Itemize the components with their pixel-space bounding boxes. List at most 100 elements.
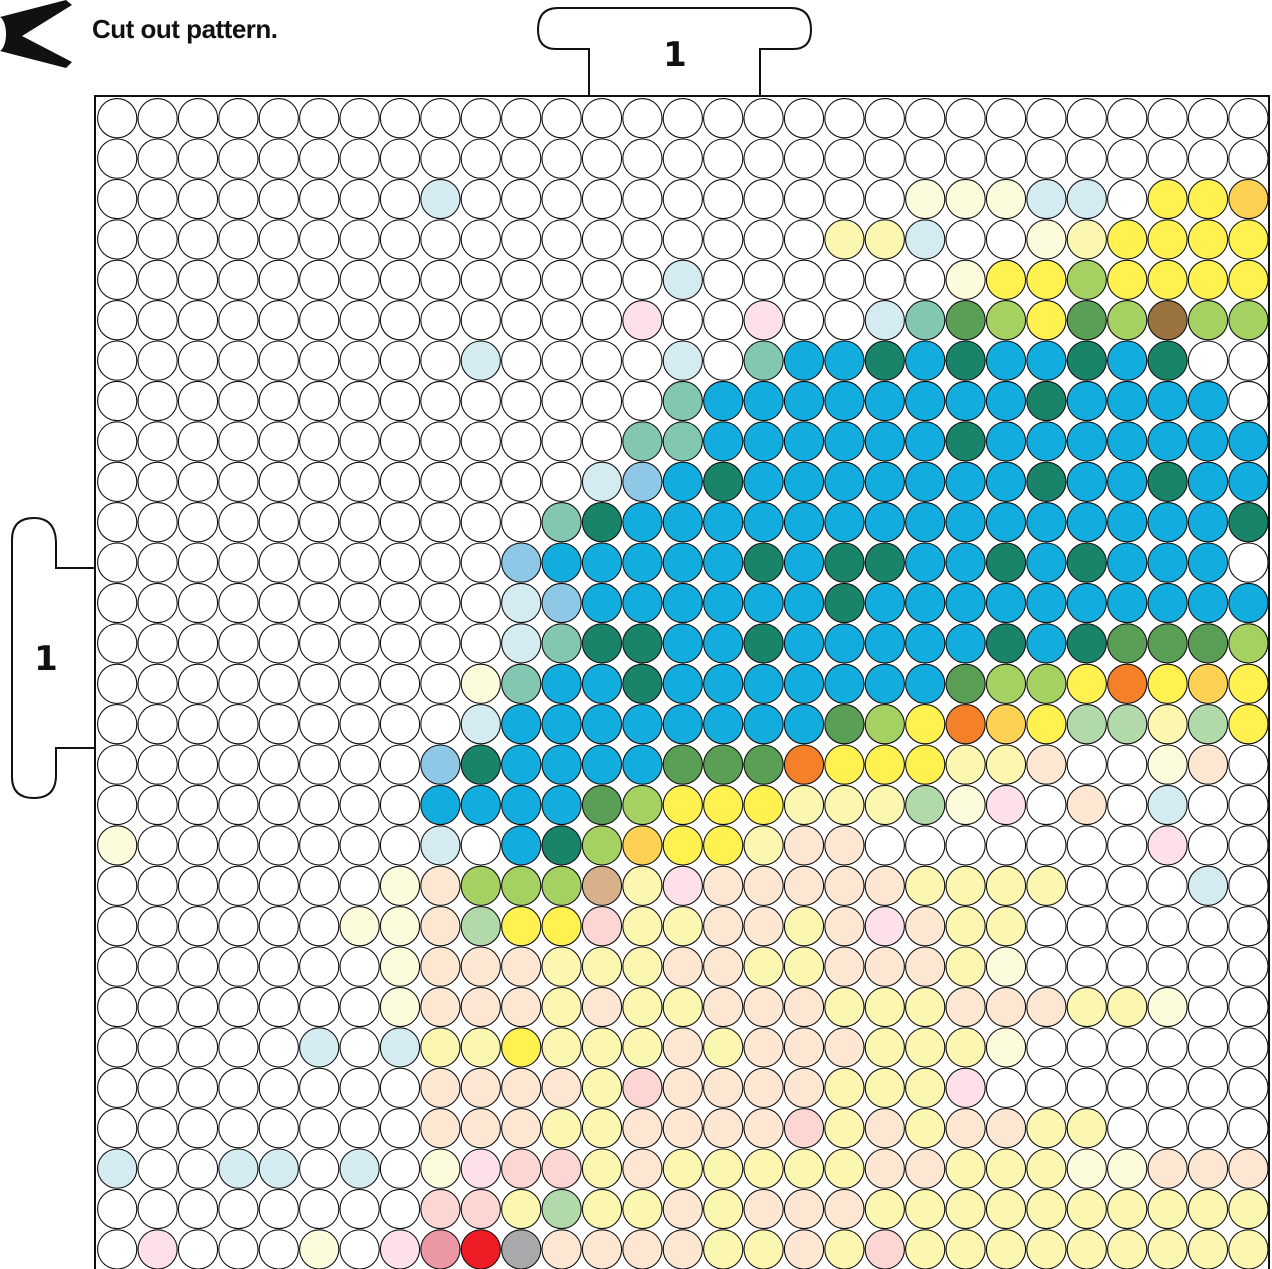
bead <box>1147 986 1188 1028</box>
bead <box>137 178 178 220</box>
bead <box>1228 582 1269 624</box>
bead <box>1228 784 1269 826</box>
bead <box>137 825 178 866</box>
bead <box>541 421 582 462</box>
bead <box>824 1108 865 1149</box>
bead <box>622 784 663 826</box>
bead <box>1026 421 1067 462</box>
bead <box>985 946 1027 987</box>
bead <box>541 219 582 260</box>
bead <box>581 502 623 543</box>
bead <box>177 1027 219 1068</box>
bead <box>864 704 905 745</box>
bead <box>905 138 946 179</box>
bead <box>541 744 582 785</box>
bead <box>460 542 501 583</box>
bead <box>258 906 299 947</box>
bead <box>541 1148 582 1189</box>
bead <box>743 986 784 1028</box>
bead <box>258 865 299 906</box>
bead <box>299 421 340 462</box>
bead <box>1026 784 1067 826</box>
bead <box>783 178 825 220</box>
bead <box>97 1027 138 1068</box>
bead <box>1066 138 1107 179</box>
bead <box>1187 582 1229 624</box>
bead <box>501 663 542 704</box>
bead <box>945 986 986 1028</box>
bead <box>339 542 380 583</box>
bead <box>581 380 623 422</box>
bead <box>824 461 865 502</box>
bead <box>743 178 784 220</box>
bead <box>218 744 259 785</box>
bead <box>1026 986 1067 1028</box>
bead <box>1228 865 1269 906</box>
bead <box>177 582 219 624</box>
bead <box>824 340 865 381</box>
bead <box>218 946 259 987</box>
bead <box>1187 138 1229 179</box>
bead <box>703 704 744 745</box>
bead <box>177 744 219 785</box>
bead <box>824 825 865 866</box>
bead <box>1187 300 1229 341</box>
bead <box>824 784 865 826</box>
bead <box>1187 784 1229 826</box>
top-tab: 1 <box>536 7 813 96</box>
bead <box>1107 380 1148 422</box>
bead <box>703 1027 744 1068</box>
bead <box>339 138 380 179</box>
bead <box>1107 178 1148 220</box>
bead <box>97 380 138 422</box>
bead <box>379 98 421 139</box>
bead <box>662 825 703 866</box>
bead <box>379 825 421 866</box>
bead <box>97 219 138 260</box>
bead <box>824 1188 865 1230</box>
bead <box>1026 825 1067 866</box>
bead <box>864 502 905 543</box>
bead <box>299 300 340 341</box>
bead <box>218 1027 259 1068</box>
bead <box>1026 704 1067 745</box>
bead <box>1026 1027 1067 1068</box>
bead <box>97 421 138 462</box>
bead <box>985 380 1027 422</box>
bead <box>1147 663 1188 704</box>
bead <box>1066 340 1107 381</box>
bead <box>541 906 582 947</box>
bead <box>1026 623 1067 664</box>
bead <box>137 906 178 947</box>
bead <box>864 461 905 502</box>
bead <box>824 623 865 664</box>
bead <box>905 1108 946 1149</box>
bead <box>460 461 501 502</box>
bead <box>177 865 219 906</box>
bead <box>1187 623 1229 664</box>
bead <box>662 542 703 583</box>
bead <box>541 461 582 502</box>
bead <box>864 340 905 381</box>
bead <box>339 219 380 260</box>
bead <box>581 138 623 179</box>
bead <box>905 461 946 502</box>
bead <box>985 340 1027 381</box>
bead <box>662 986 703 1028</box>
bead <box>1147 1148 1188 1189</box>
bead <box>703 300 744 341</box>
bead <box>905 542 946 583</box>
bead <box>985 865 1027 906</box>
bead <box>985 300 1027 341</box>
bead <box>1066 906 1107 947</box>
bead <box>299 542 340 583</box>
bead <box>1147 784 1188 826</box>
bead <box>662 582 703 624</box>
bead <box>541 98 582 139</box>
bead <box>1147 340 1188 381</box>
bead <box>783 1188 825 1230</box>
bead <box>339 1108 380 1149</box>
bead <box>581 704 623 745</box>
bead <box>662 502 703 543</box>
bead <box>299 178 340 220</box>
